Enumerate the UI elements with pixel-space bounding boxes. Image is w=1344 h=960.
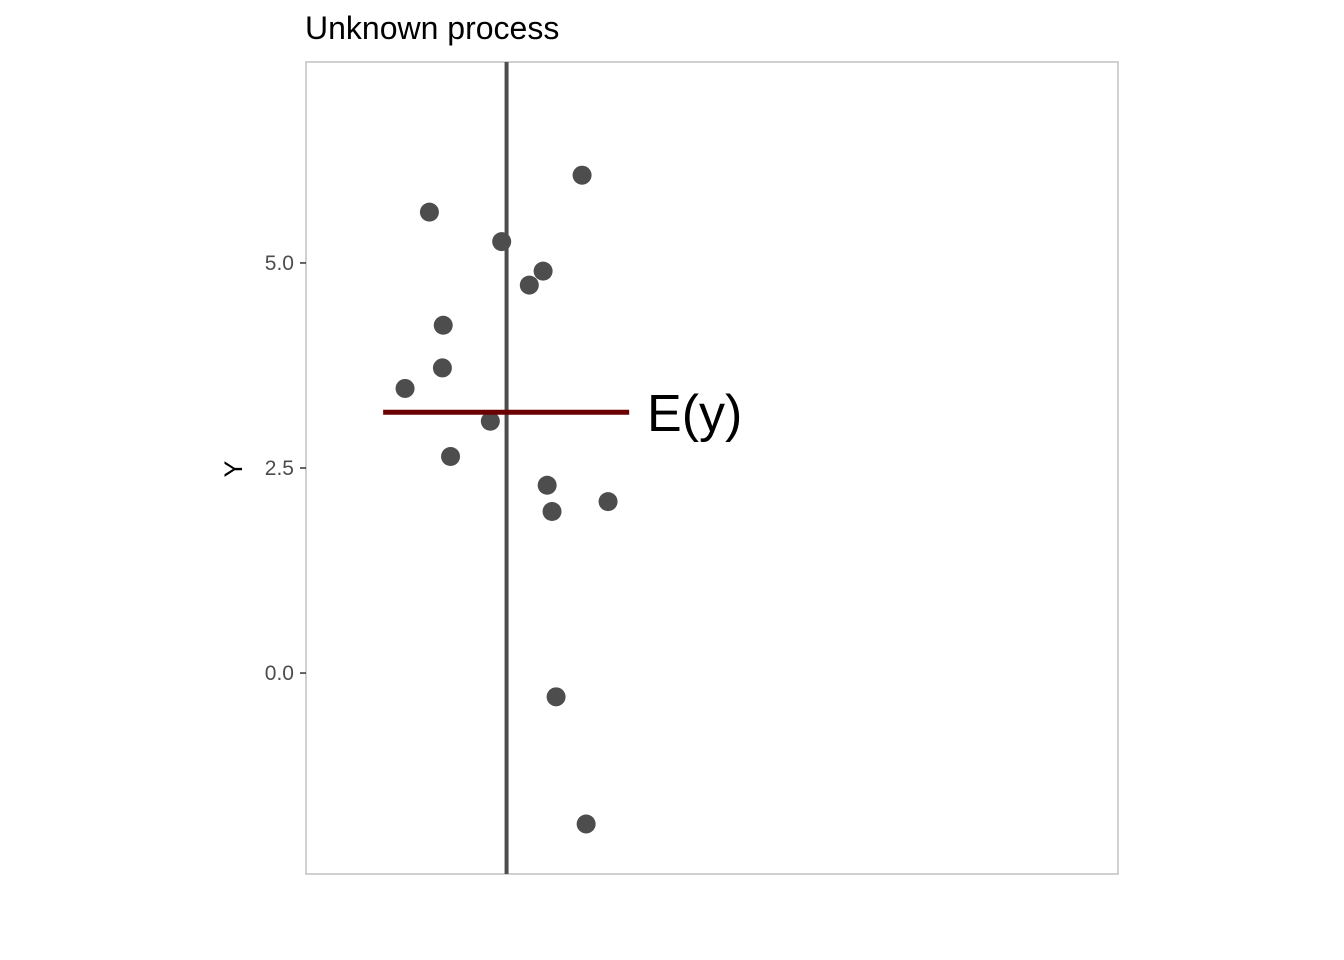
data-point	[395, 378, 415, 398]
y-axis-label: Y	[220, 460, 248, 477]
chart-title: Unknown process	[305, 10, 559, 46]
plot-panel-border	[305, 61, 1119, 875]
data-point	[546, 687, 566, 707]
data-point	[576, 814, 596, 834]
data-point	[572, 165, 592, 185]
data-point	[542, 501, 562, 521]
y-tick-label: 0.0	[265, 662, 294, 685]
data-point	[480, 411, 500, 431]
data-point	[519, 275, 539, 295]
y-tick-label: 2.5	[265, 457, 294, 480]
data-point	[533, 261, 553, 281]
data-point	[432, 358, 452, 378]
data-points	[395, 165, 618, 834]
data-point	[492, 232, 512, 252]
y-axis: 0.0 2.5 5.0	[265, 252, 306, 685]
data-point	[537, 475, 557, 495]
data-point	[433, 315, 453, 335]
data-point	[441, 447, 461, 467]
mean-annotation: E(y)	[647, 385, 742, 443]
data-point	[419, 202, 439, 222]
data-point	[598, 492, 618, 512]
y-tick-label: 5.0	[265, 252, 294, 275]
